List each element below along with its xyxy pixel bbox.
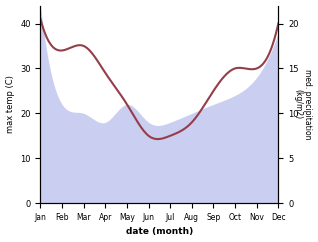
X-axis label: date (month): date (month)	[126, 227, 193, 236]
Y-axis label: med. precipitation
(kg/m2): med. precipitation (kg/m2)	[293, 69, 313, 140]
Y-axis label: max temp (C): max temp (C)	[5, 76, 15, 133]
